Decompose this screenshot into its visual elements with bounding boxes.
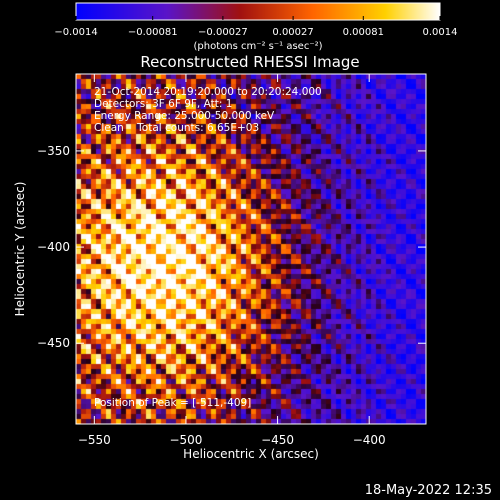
colorbar-tick-label: 0.00081 <box>343 27 384 38</box>
info-energy-range: Energy Range: 25.000-50.000 keV <box>94 110 275 122</box>
y-axis: −350 −400 −450 <box>37 144 426 350</box>
info-time-range: 21-Oct-2014 20:19:20.000 to 20:20:24.000 <box>94 86 322 98</box>
info-detectors: Detectors: 3F 6F 9F, Att: 1 <box>94 98 233 110</box>
x-tick-label: −550 <box>78 433 111 447</box>
colorbar-tick-label: −0.00081 <box>128 27 178 38</box>
colorbar-tick-label: 0.0014 <box>423 27 458 38</box>
x-tick-label: −400 <box>353 433 386 447</box>
colorbar: −0.0014 −0.00081 −0.00027 0.00027 0.00081 0.0… <box>54 2 458 52</box>
colorbar-tick-label: −0.00027 <box>198 27 248 38</box>
info-clean-counts: Clean Total counts: 6.65E+03 <box>94 122 260 134</box>
peak-position-label: Position of Peak = [-511,-409] <box>94 397 252 409</box>
y-axis-label: Heliocentric Y (arcsec) <box>13 182 27 317</box>
y-tick-label: −400 <box>37 240 70 254</box>
plot-frame <box>75 73 427 425</box>
colorbar-tick-label: 0.00027 <box>272 27 313 38</box>
x-tick-label: −500 <box>169 433 202 447</box>
footer-timestamp: 18-May-2022 12:35 <box>364 483 492 498</box>
y-tick-label: −350 <box>37 144 70 158</box>
y-tick-label: −450 <box>37 336 70 350</box>
colorbar-gradient <box>75 2 441 21</box>
chart-title: Reconstructed RHESSI Image <box>140 53 360 71</box>
x-axis-label: Heliocentric X (arcsec) <box>183 447 319 461</box>
colorbar-units-label: (photons cm⁻² s⁻¹ asec⁻²) <box>193 41 322 52</box>
x-axis: −550 −500 −450 −400 <box>78 74 386 447</box>
colorbar-tick-label: −0.0014 <box>54 27 97 38</box>
heatmap-image <box>76 74 426 424</box>
colorbar-ticks: −0.0014 −0.00081 −0.00027 0.00027 0.00081 0.0… <box>54 16 458 38</box>
x-tick-label: −450 <box>261 433 294 447</box>
